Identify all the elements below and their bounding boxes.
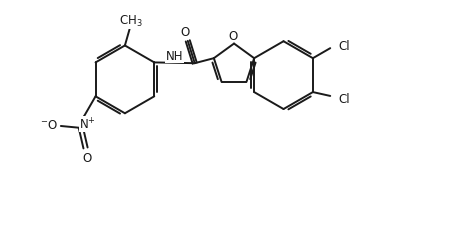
Text: O: O xyxy=(82,151,91,164)
Text: Cl: Cl xyxy=(339,92,350,105)
Text: $^{-}$O: $^{-}$O xyxy=(40,119,58,131)
Text: NH: NH xyxy=(166,50,183,63)
Text: CH$_3$: CH$_3$ xyxy=(119,14,143,29)
Text: O: O xyxy=(181,26,190,39)
Text: O: O xyxy=(228,29,237,42)
Text: Cl: Cl xyxy=(339,40,350,53)
Text: N$^{+}$: N$^{+}$ xyxy=(79,117,96,132)
